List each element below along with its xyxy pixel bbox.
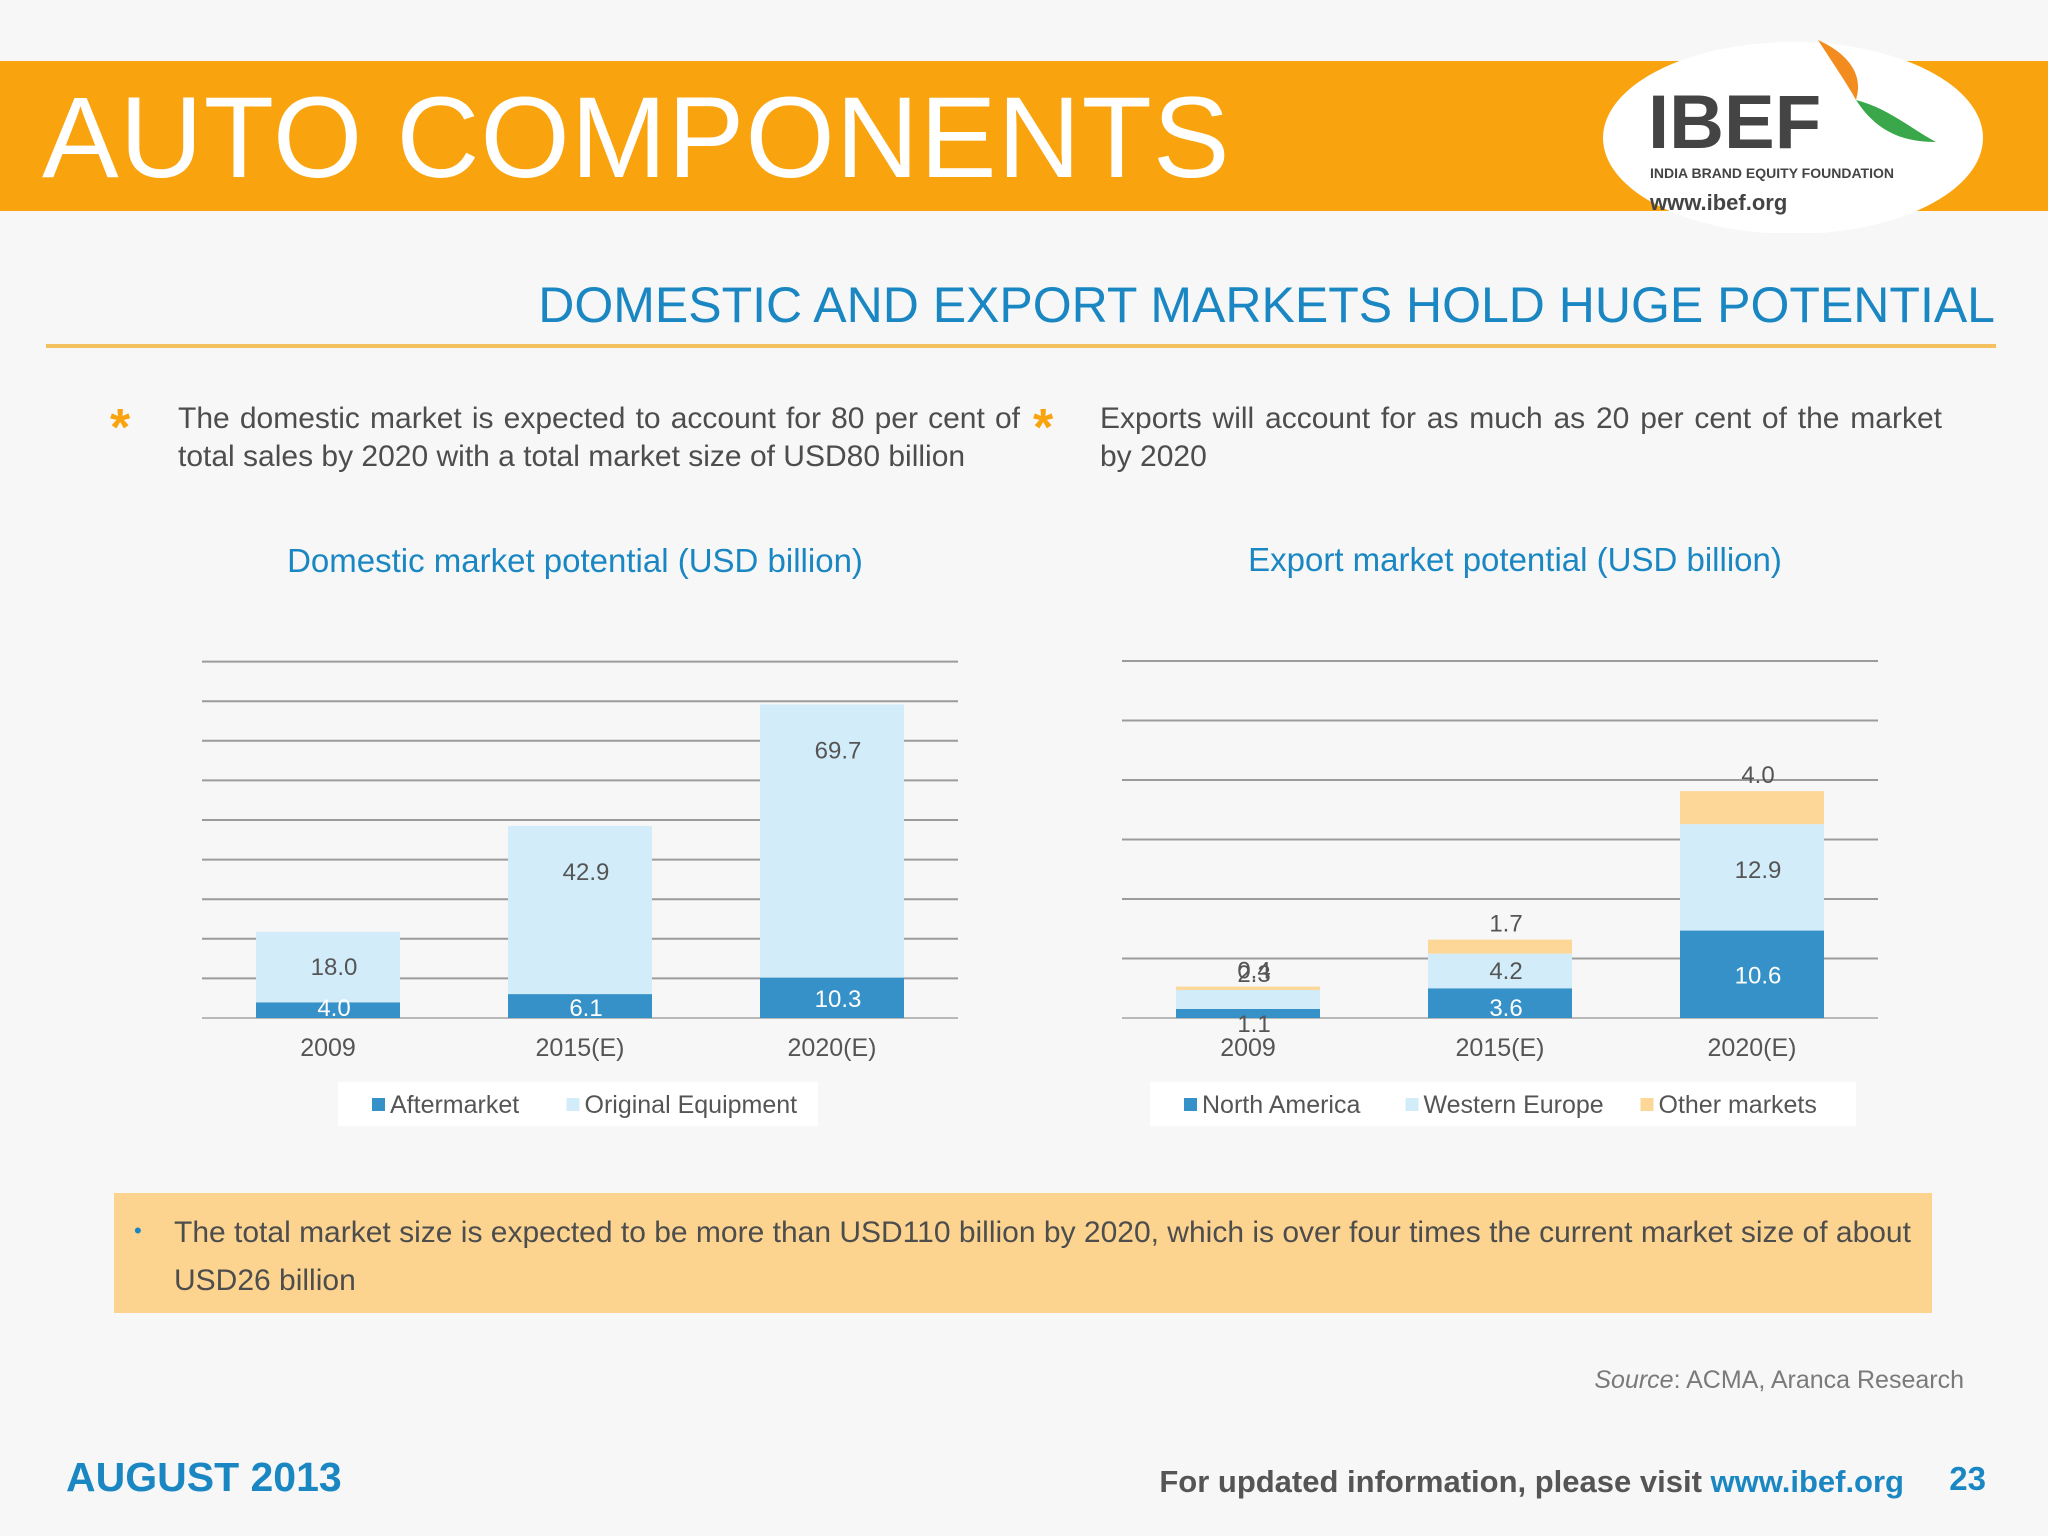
bar-segment xyxy=(1428,953,1572,989)
legend-swatch xyxy=(1640,1098,1654,1111)
logo-tagline: INDIA BRAND EQUITY FOUNDATION xyxy=(1650,165,1894,181)
data-label: 10.6 xyxy=(1735,962,1782,989)
bar-segment xyxy=(1428,939,1572,954)
star-bullet-icon: * xyxy=(110,399,131,457)
data-label: 4.0 xyxy=(1741,762,1774,789)
x-axis-tick-label: 2020(E) xyxy=(788,1034,877,1062)
legend-swatch xyxy=(1405,1098,1419,1111)
data-label: 2.3 xyxy=(1237,961,1270,988)
ibef-logo[interactable]: IBEF INDIA BRAND EQUITY FOUNDATION www.i… xyxy=(1588,38,2008,233)
bar-segment xyxy=(1176,986,1320,990)
data-label: 3.6 xyxy=(1489,995,1522,1022)
footer-visit-text: For updated information, please visit xyxy=(1159,1464,1702,1499)
slide-subtitle: DOMESTIC AND EXPORT MARKETS HOLD HUGE PO… xyxy=(538,277,1995,333)
bar-segment xyxy=(508,825,652,995)
data-label: 1.7 xyxy=(1489,911,1522,938)
bar-segment xyxy=(1428,988,1572,1018)
source-text: : ACMA, Aranca Research xyxy=(1673,1366,1964,1394)
logo-url: www.ibef.org xyxy=(1649,190,1787,215)
page-number: 23 xyxy=(1949,1460,1986,1497)
data-label: 1.1 xyxy=(1237,1011,1270,1038)
footer-visit: For updated information, please visit ww… xyxy=(1159,1464,1904,1500)
export-point-text: Exports will account for as much as 20 p… xyxy=(1100,402,1942,473)
x-axis-tick-label: 2020(E) xyxy=(1708,1034,1797,1062)
x-axis-tick-label: 2009 xyxy=(1220,1034,1276,1062)
data-label: 18.0 xyxy=(311,954,358,981)
logo-name: IBEF xyxy=(1648,80,1821,165)
summary-note-text: The total market size is expected to be … xyxy=(174,1216,1911,1297)
bar-segment xyxy=(1680,930,1824,1018)
data-label: 10.3 xyxy=(815,986,862,1013)
chart-legend: North America Western Europe Other markets xyxy=(1150,1082,1856,1126)
legend-label: Western Europe xyxy=(1424,1091,1604,1119)
bar-segment xyxy=(256,1002,400,1018)
footer-date: AUGUST 2013 xyxy=(66,1454,342,1500)
source-label: Source xyxy=(1594,1366,1674,1394)
legend-swatch xyxy=(566,1098,580,1111)
bar-segment xyxy=(1176,1008,1320,1018)
bar-segment xyxy=(760,704,904,978)
x-axis-tick-label: 2009 xyxy=(300,1034,356,1062)
domestic-point-text: The domestic market is expected to accou… xyxy=(178,402,1020,473)
note-bullet-icon: • xyxy=(134,1218,142,1243)
data-label: 0.4 xyxy=(1237,958,1270,985)
domestic-market-chart: 4.0 18.0 2009 6.1 42.9 2015(E) 10.3 69.7 2020(E)… xyxy=(202,660,958,1126)
data-label: 12.9 xyxy=(1735,857,1782,884)
summary-note-box xyxy=(114,1193,1932,1313)
bar-segment xyxy=(760,977,904,1018)
star-bullet-icon: * xyxy=(1033,399,1054,457)
legend-label: North America xyxy=(1202,1091,1360,1119)
bar-segment xyxy=(1176,989,1320,1009)
export-chart-title: Export market potential (USD billion) xyxy=(1248,541,1782,578)
bar-segment xyxy=(1680,791,1824,825)
legend-swatch xyxy=(1184,1098,1197,1111)
export-market-chart: 1.1 2.30.4 2009 3.6 4.2 1.7 2015(E) 10.6 12.9 4.0… xyxy=(1122,660,1878,1126)
legend-swatch xyxy=(372,1098,385,1111)
divider xyxy=(46,344,1996,348)
data-label: 4.2 xyxy=(1489,958,1522,985)
legend-label: Aftermarket xyxy=(390,1091,519,1119)
chart-legend: Aftermarket Original Equipment xyxy=(338,1082,818,1126)
legend-label: Original Equipment xyxy=(585,1091,798,1119)
bar-segment xyxy=(256,931,400,1003)
bar-segment xyxy=(508,994,652,1018)
footer-link[interactable]: www.ibef.org xyxy=(1710,1464,1904,1499)
x-axis-tick-label: 2015(E) xyxy=(1456,1034,1545,1062)
domestic-chart-title: Domestic market potential (USD billion) xyxy=(287,542,863,579)
bar-segment xyxy=(1680,824,1824,931)
data-label: 42.9 xyxy=(563,859,610,886)
slide-header-title: AUTO COMPONENTS xyxy=(42,74,1231,202)
source-citation: Source: ACMA, Aranca Research xyxy=(1594,1366,1964,1395)
legend-box xyxy=(1150,1082,1856,1126)
x-axis-tick-label: 2015(E) xyxy=(536,1034,625,1062)
data-label: 6.1 xyxy=(569,995,602,1022)
legend-label: Other markets xyxy=(1659,1091,1817,1119)
data-label: 69.7 xyxy=(815,737,862,764)
data-label: 4.0 xyxy=(317,995,350,1022)
